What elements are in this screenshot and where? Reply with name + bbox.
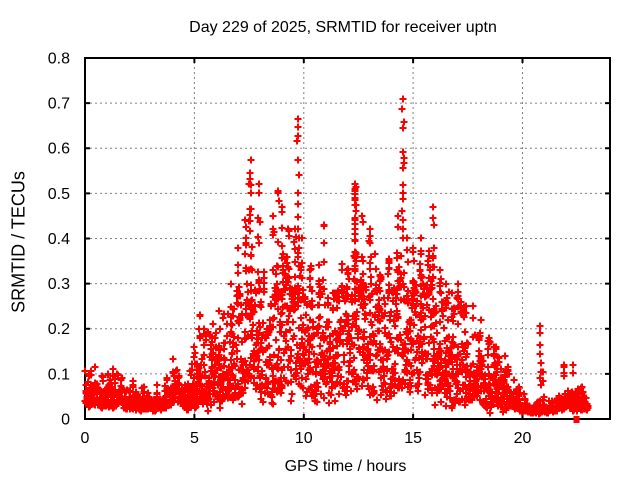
- svg-text:5: 5: [190, 430, 199, 447]
- svg-text:Day 229 of 2025, SRMTID for re: Day 229 of 2025, SRMTID for receiver upt…: [189, 19, 497, 36]
- svg-text:20: 20: [514, 430, 532, 447]
- svg-text:GPS time / hours: GPS time / hours: [285, 458, 407, 475]
- svg-text:15: 15: [404, 430, 422, 447]
- svg-text:0.4: 0.4: [48, 231, 70, 248]
- svg-text:0.6: 0.6: [48, 141, 70, 158]
- svg-text:0.8: 0.8: [48, 51, 70, 68]
- svg-text:0.2: 0.2: [48, 321, 70, 338]
- svg-text:0.5: 0.5: [48, 186, 70, 203]
- svg-text:0.7: 0.7: [48, 96, 70, 113]
- svg-text:10: 10: [295, 430, 313, 447]
- svg-text:0: 0: [81, 430, 90, 447]
- svg-text:0.3: 0.3: [48, 276, 70, 293]
- svg-text:SRMTID / TECUs: SRMTID / TECUs: [9, 171, 29, 313]
- svg-text:0: 0: [61, 412, 70, 429]
- svg-text:0.1: 0.1: [48, 366, 70, 383]
